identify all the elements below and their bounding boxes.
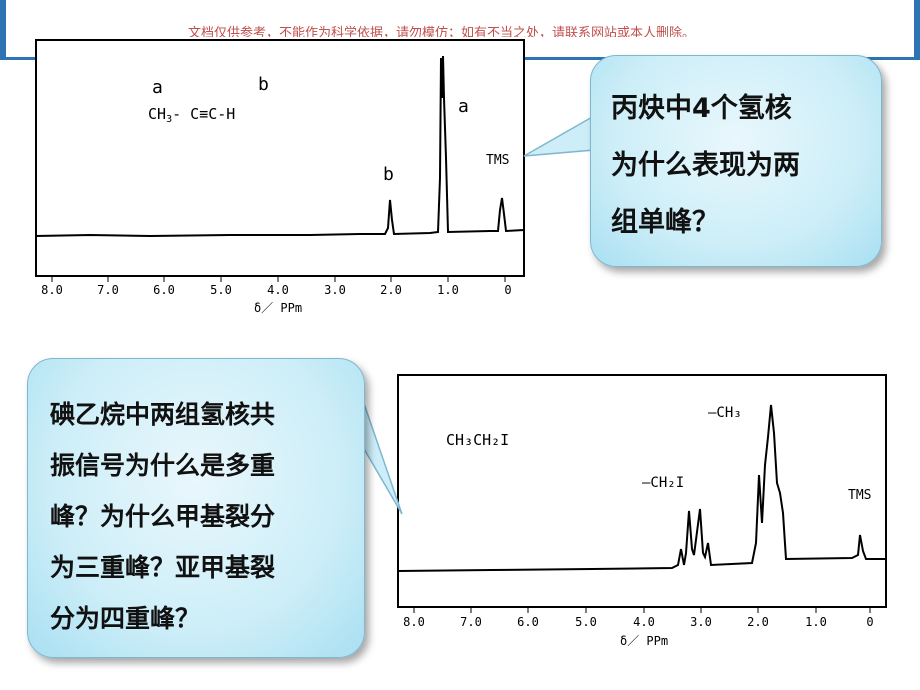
nmr-spectrum-propyne: 8.0 7.0 6.0 5.0 4.0 3.0 2.0 1.0 0 δ／ PPm… <box>30 38 530 318</box>
peak-label-ch3: —CH₃ <box>708 405 742 421</box>
spectrum2-tick: 0 <box>866 615 873 629</box>
question-bubble-iodoethane: 碘乙烷中两组氢核共 振信号为什么是多重 峰？为什么甲基裂分 为三重峰？亚甲基裂 … <box>27 358 365 658</box>
spectrum2-tick: 5.0 <box>575 615 597 629</box>
spectrum1-tick: 8.0 <box>41 283 63 297</box>
question-line: 峰？为什么甲基裂分 <box>50 502 276 531</box>
spectrum2-ticks <box>413 607 871 613</box>
spectrum2-trace <box>397 404 886 572</box>
spectrum2-tick: 2.0 <box>747 615 769 629</box>
spectrum1-tick: 3.0 <box>324 283 346 297</box>
molecule-label-b: b <box>258 74 269 95</box>
question-line: 组单峰？ <box>611 207 719 238</box>
peak-label-b: b <box>383 164 394 185</box>
spectrum2-tick: 6.0 <box>517 615 539 629</box>
question-line: 碘乙烷中两组氢核共 <box>50 400 276 429</box>
bubble2-tail <box>359 391 403 515</box>
watermark-text: 文档仅供参考，不能作为科学依据，请勿模仿；如有不当之处，请联系网站或本人删除。 <box>188 26 696 41</box>
spectrum2-tick: 1.0 <box>805 615 827 629</box>
spectrum1-tick: 5.0 <box>210 283 232 297</box>
peak-label-ch2i: —CH₂I <box>642 475 684 491</box>
spectrum2-tick: 3.0 <box>690 615 712 629</box>
molecule-label-a: a <box>152 77 163 98</box>
nmr-spectrum-iodoethane: 8.0 7.0 6.0 5.0 4.0 3.0 2.0 1.0 0 δ／ PPm… <box>392 373 892 653</box>
spectrum2-tick: 8.0 <box>403 615 425 629</box>
spectrum1-tick: 1.0 <box>437 283 459 297</box>
spectrum2-tick: 7.0 <box>460 615 482 629</box>
spectrum1-tick: 7.0 <box>97 283 119 297</box>
spectrum1-trace <box>35 55 525 238</box>
spectrum1-axis-label: δ／ PPm <box>254 301 302 315</box>
peak-label-a: a <box>458 96 469 117</box>
spectrum1-tick: 4.0 <box>267 283 289 297</box>
propyne-formula: CH3- C≡C-H <box>148 105 235 125</box>
question-line: 分为四重峰？ <box>50 604 201 633</box>
spectrum1-tick: 0 <box>504 283 511 297</box>
spectrum2-tick: 4.0 <box>633 615 655 629</box>
question-line: 丙炔中4个氢核 <box>611 93 792 124</box>
question-line: 为什么表现为两 <box>611 150 800 181</box>
question-bubble-propyne: 丙炔中4个氢核 为什么表现为两 组单峰？ <box>590 55 882 267</box>
peak-label-tms: TMS <box>486 153 509 168</box>
question-line: 振信号为什么是多重 <box>50 451 276 480</box>
spectrum1-tick: 6.0 <box>153 283 175 297</box>
peak-label-tms: TMS <box>848 488 871 503</box>
bubble1-tail <box>523 114 595 157</box>
question-line: 为三重峰？亚甲基裂 <box>50 553 276 582</box>
spectrum2-axis-label: δ／ PPm <box>620 634 668 648</box>
iodoethane-formula: CH₃CH₂I <box>446 431 509 449</box>
header-right-edge <box>914 0 920 60</box>
spectrum1-ticks <box>51 276 506 282</box>
header-left-edge <box>0 0 6 60</box>
spectrum1-tick: 2.0 <box>380 283 402 297</box>
